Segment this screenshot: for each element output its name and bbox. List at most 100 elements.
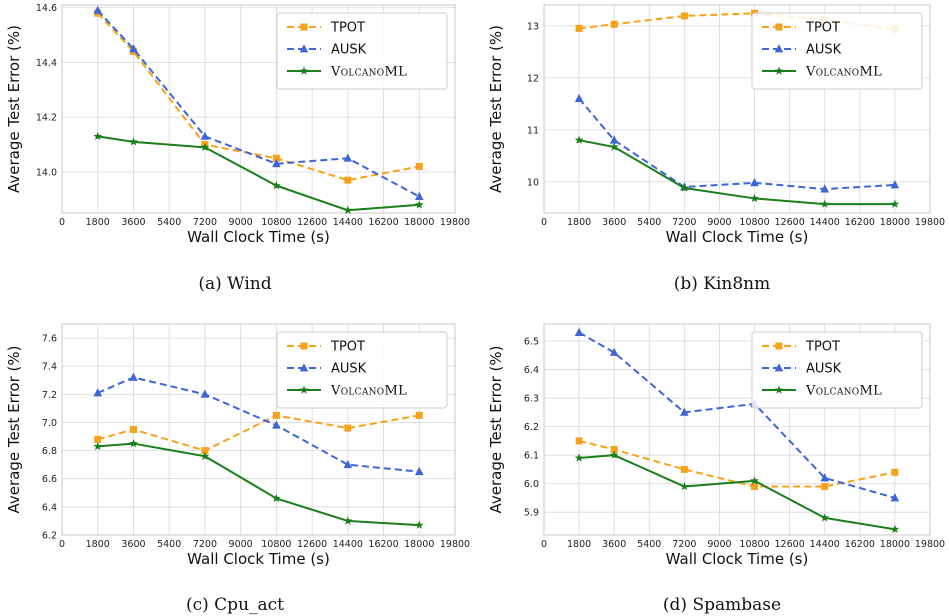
x-tick-label: 18000 xyxy=(404,217,434,228)
y-tick-label: 6.5 xyxy=(524,337,539,348)
x-tick-label: 10800 xyxy=(261,217,291,228)
x-tick-label: 14400 xyxy=(333,217,363,228)
data-point xyxy=(201,447,209,455)
y-tick-label: 6.3 xyxy=(524,394,539,405)
data-point xyxy=(609,142,619,151)
data-point xyxy=(272,411,280,419)
legend-label: VolcanoML xyxy=(330,65,407,80)
y-axis-label: Average Test Error (%) xyxy=(5,25,23,193)
y-tick-label: 6.2 xyxy=(524,422,539,433)
data-point xyxy=(93,388,103,397)
series-tpot xyxy=(94,411,423,455)
y-tick-label: 14.6 xyxy=(36,3,57,14)
data-point xyxy=(343,516,353,525)
x-tick-label: 10800 xyxy=(261,539,291,550)
data-point xyxy=(343,153,353,162)
plot-frame xyxy=(61,4,456,214)
series-line xyxy=(578,139,895,206)
series-line xyxy=(579,454,896,531)
data-point xyxy=(93,5,103,14)
data-point xyxy=(750,193,759,203)
x-tick-label: 0 xyxy=(59,217,65,228)
series-tpot xyxy=(575,437,899,491)
x-tick-label: 7200 xyxy=(193,539,217,550)
legend-marker xyxy=(300,23,308,31)
x-tick-label: 3600 xyxy=(121,539,145,550)
legend-label: AUSK xyxy=(806,43,842,58)
legend-label: TPOT xyxy=(805,340,840,355)
legend-marker xyxy=(299,66,309,75)
legend: TPOT AUSK VolcanoML xyxy=(751,12,923,90)
series-ausk xyxy=(574,327,900,502)
y-tick-label: 13 xyxy=(527,21,539,32)
panel-caption: (c) Cpu_act xyxy=(186,595,284,615)
data-point xyxy=(820,184,830,193)
x-tick-label: 5400 xyxy=(637,539,661,550)
x-tick-label: 19800 xyxy=(915,217,945,228)
legend-marker xyxy=(299,363,309,372)
legend-marker xyxy=(775,23,783,31)
series-volcanoml xyxy=(574,450,900,534)
data-point xyxy=(414,191,424,200)
x-axis-label: Wall Clock Time (s) xyxy=(187,550,330,568)
x-axis-label: Wall Clock Time (s) xyxy=(187,228,330,246)
data-point xyxy=(890,199,900,208)
panel-caption: (d) Spambase xyxy=(663,595,781,615)
data-point xyxy=(200,131,210,140)
data-point xyxy=(890,180,900,189)
data-point xyxy=(609,450,619,459)
x-tick-label: 18000 xyxy=(404,539,434,550)
legend-marker xyxy=(775,342,783,350)
x-tick-label: 9000 xyxy=(229,539,253,550)
x-tick-label: 10800 xyxy=(739,217,769,228)
x-tick-label: 12600 xyxy=(297,539,327,550)
x-tick-label: 14400 xyxy=(333,539,363,550)
data-point xyxy=(680,465,688,473)
data-point xyxy=(415,162,423,170)
data-point xyxy=(415,411,423,419)
data-point xyxy=(272,154,280,162)
x-tick-label: 7200 xyxy=(193,217,217,228)
legend-label: AUSK xyxy=(331,362,367,377)
data-point xyxy=(129,372,138,381)
data-point xyxy=(574,327,584,336)
plot-frame xyxy=(543,323,931,536)
x-tick-label: 0 xyxy=(541,539,547,550)
data-point xyxy=(750,178,759,187)
data-point xyxy=(680,12,688,20)
x-tick-label: 5400 xyxy=(637,217,661,228)
x-tick-label: 9000 xyxy=(707,539,731,550)
series-volcanoml xyxy=(93,438,424,529)
plot-frame xyxy=(543,4,931,214)
y-tick-label: 6.4 xyxy=(42,502,57,513)
data-point xyxy=(200,142,210,152)
x-tick-label: 7200 xyxy=(672,217,696,228)
legend-label: TPOT xyxy=(330,340,365,355)
chart-panel-2: 0 1800 3600 5400 7200 9000 10800 12600 14400 1620… xyxy=(487,4,945,294)
y-axis-label: Average Test Error (%) xyxy=(487,346,505,514)
data-point xyxy=(609,135,619,144)
chart-panel-1: 0 1800 3600 5400 7200 9000 10800 12600 14400 1620… xyxy=(5,3,470,294)
data-point xyxy=(820,199,830,208)
data-point xyxy=(575,24,583,32)
data-point xyxy=(750,476,759,485)
data-point xyxy=(574,453,584,462)
x-tick-label: 14400 xyxy=(810,217,840,228)
series-line xyxy=(578,331,896,499)
x-tick-label: 1800 xyxy=(567,539,591,550)
data-point xyxy=(821,483,829,491)
series-volcanoml xyxy=(574,135,900,208)
y-tick-label: 6.8 xyxy=(42,446,57,457)
x-tick-label: 12600 xyxy=(775,217,805,228)
legend: TPOT AUSK VolcanoML xyxy=(276,331,448,409)
x-tick-label: 18000 xyxy=(880,539,910,550)
y-tick-label: 6.4 xyxy=(524,365,539,376)
x-tick-label: 0 xyxy=(541,217,547,228)
x-tick-label: 1800 xyxy=(567,217,591,228)
x-tick-label: 12600 xyxy=(297,217,327,228)
data-point xyxy=(891,468,899,476)
x-tick-label: 5400 xyxy=(157,539,181,550)
x-tick-label: 12600 xyxy=(775,539,805,550)
y-tick-label: 14.4 xyxy=(36,58,57,69)
